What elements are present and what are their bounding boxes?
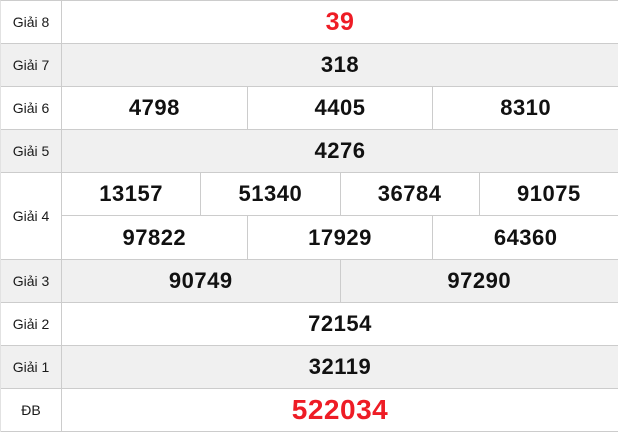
- prize-row-giai-5: Giải 5 4276: [1, 130, 618, 173]
- prize-number: 51340: [200, 173, 339, 215]
- prize-number: 17929: [246, 216, 433, 259]
- prize-subrow-bottom: 97822 17929 64360: [62, 216, 618, 259]
- prize-number: 4798: [128, 95, 180, 120]
- prize-number-special: 522034: [291, 394, 389, 425]
- prize-values-giai-2: 72154: [62, 303, 618, 345]
- prize-label-giai-1: Giải 1: [1, 346, 62, 388]
- prize-values-giai-8: 39: [62, 1, 618, 43]
- prize-label-giai-2: Giải 2: [1, 303, 62, 345]
- prize-label-giai-7: Giải 7: [1, 44, 62, 86]
- prize-row-giai-6: Giải 6 4798 4405 8310: [1, 87, 618, 130]
- prize-number: 64360: [432, 216, 618, 259]
- prize-number: 72154: [308, 311, 372, 336]
- prize-label-giai-3: Giải 3: [1, 260, 62, 302]
- prize-number: 13157: [99, 181, 163, 206]
- prize-row-giai-3: Giải 3 90749 97290: [1, 260, 618, 303]
- prize-row-giai-4: Giải 4 13157 51340 36784 91075 97822 179…: [1, 173, 618, 260]
- prize-number: 97290: [339, 260, 618, 302]
- prize-number: 91075: [478, 173, 618, 215]
- prize-label-db: ĐB: [1, 389, 62, 431]
- prize-values-giai-5: 4276: [62, 130, 618, 172]
- prize-values-giai-1: 32119: [62, 346, 618, 388]
- prize-number: 97822: [122, 224, 187, 250]
- prize-number: 36784: [339, 173, 479, 215]
- prize-values-giai-4: 13157 51340 36784 91075 97822 17929 6436…: [62, 173, 618, 259]
- prize-number: 32119: [308, 354, 372, 379]
- prize-row-giai-2: Giải 2 72154: [1, 303, 618, 346]
- prize-row-giai-7: Giải 7 318: [1, 44, 618, 87]
- prize-number: 8310: [432, 87, 618, 129]
- prize-values-giai-3: 90749 97290: [62, 260, 618, 302]
- prize-number: 39: [325, 7, 355, 36]
- prize-row-db: ĐB 522034: [1, 389, 618, 432]
- prize-subrow-top: 13157 51340 36784 91075: [62, 173, 618, 216]
- prize-number: 4405: [246, 87, 433, 129]
- prize-values-giai-7: 318: [62, 44, 618, 86]
- prize-row-giai-8: Giải 8 39: [1, 1, 618, 44]
- prize-label-giai-6: Giải 6: [1, 87, 62, 129]
- prize-label-giai-5: Giải 5: [1, 130, 62, 172]
- prize-number: 90749: [168, 268, 233, 293]
- prize-number: 318: [320, 52, 360, 77]
- prize-number: 4276: [314, 138, 366, 163]
- prize-values-giai-6: 4798 4405 8310: [62, 87, 618, 129]
- prize-label-giai-8: Giải 8: [1, 1, 62, 43]
- prize-row-giai-1: Giải 1 32119: [1, 346, 618, 389]
- prize-label-giai-4: Giải 4: [1, 173, 62, 259]
- prize-values-db: 522034: [62, 389, 618, 431]
